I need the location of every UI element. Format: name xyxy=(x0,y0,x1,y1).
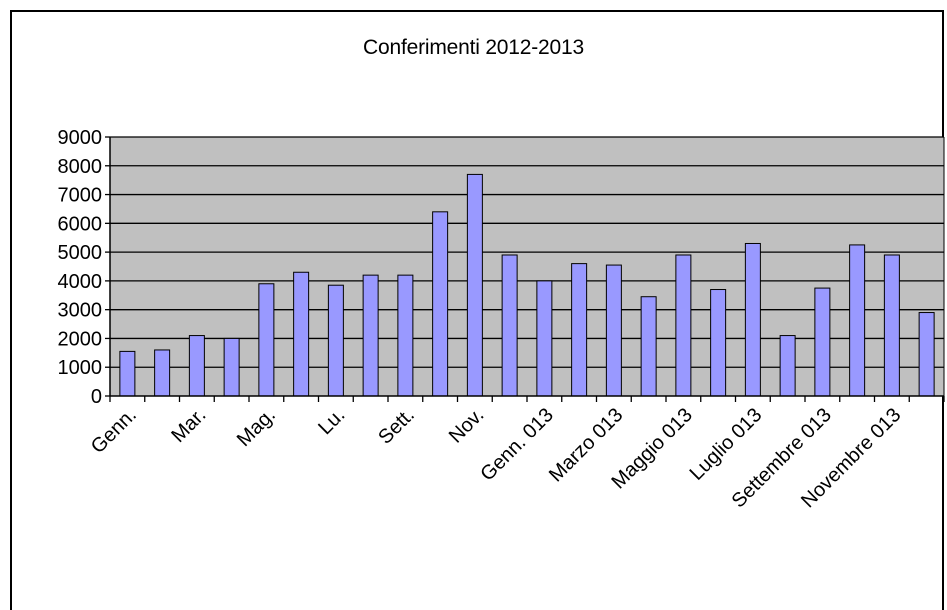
bar xyxy=(432,211,449,397)
bar xyxy=(779,335,796,397)
y-tick-label: 3000 xyxy=(58,300,103,322)
bar xyxy=(849,244,866,397)
x-tick-label: Lu. xyxy=(314,404,349,439)
x-tick-label: Genn. 013 xyxy=(476,404,558,486)
bar xyxy=(814,287,831,397)
bar xyxy=(918,312,935,397)
bar xyxy=(327,284,344,397)
bar xyxy=(605,264,622,397)
bar xyxy=(883,254,900,397)
y-tick-label: 7000 xyxy=(58,185,103,207)
bar xyxy=(119,350,136,397)
y-tick-label: 8000 xyxy=(58,156,103,178)
bar xyxy=(293,271,310,397)
y-tick-label: 4000 xyxy=(58,271,103,293)
bar xyxy=(223,337,240,397)
x-tick-label: Sett. xyxy=(374,404,419,449)
bar xyxy=(571,263,588,397)
x-tick-label: Mar. xyxy=(167,404,210,447)
x-tick-labels: Genn. Mar. Mag. Lu. Sett. Nov.Genn. 013Marzo … xyxy=(87,404,906,512)
x-tick-label: Nov. xyxy=(445,404,489,448)
bar xyxy=(258,283,275,397)
axes xyxy=(105,136,945,402)
bar xyxy=(675,254,692,397)
x-tick-label: Genn. xyxy=(87,404,141,458)
y-tick-label: 9000 xyxy=(58,127,103,149)
chart-title: Conferimenti 2012-2013 xyxy=(363,36,584,59)
y-tick-labels: 0 1000 2000 3000 4000 5000 6000 7000 8000 9000 xyxy=(58,127,103,408)
bar xyxy=(362,274,379,397)
bar xyxy=(154,349,171,397)
bar xyxy=(640,296,657,397)
bar xyxy=(501,254,518,397)
y-tick-label: 6000 xyxy=(58,213,103,235)
y-tick-label: 2000 xyxy=(58,328,103,350)
y-tick-label: 0 xyxy=(91,386,102,408)
y-tick-label: 1000 xyxy=(58,357,103,379)
y-tick-label: 5000 xyxy=(58,242,103,264)
bar xyxy=(536,280,553,397)
bar xyxy=(188,335,205,397)
bar xyxy=(744,242,761,397)
bar xyxy=(397,274,414,397)
x-tick-label: Mag. xyxy=(233,404,280,451)
bar xyxy=(466,173,483,397)
bar xyxy=(710,289,727,397)
plot-area xyxy=(110,137,944,396)
